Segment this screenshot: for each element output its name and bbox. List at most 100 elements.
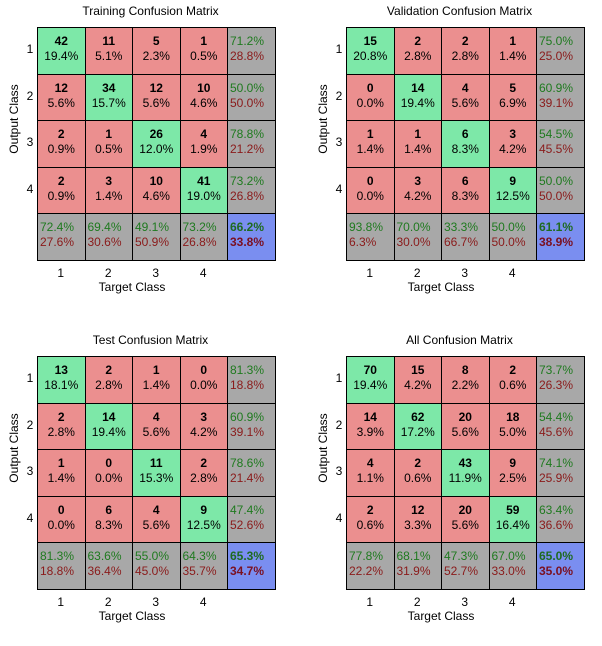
summary-error-percent: 50.0% <box>539 188 574 203</box>
cell-percent: 19.4% <box>91 424 126 439</box>
summary-error-percent: 28.8% <box>230 49 265 63</box>
cell-count: 15 <box>363 34 377 48</box>
x-tick-label: 4 <box>508 265 516 280</box>
matrix-cell: 20 5.6% <box>441 495 490 543</box>
matrix-cell: 12 3.3% <box>393 495 442 543</box>
cell-count: 10 <box>149 173 163 188</box>
matrix-cell: 3 4.2% <box>488 120 537 168</box>
x-tick-label: 2 <box>413 594 421 609</box>
y-tick-label: 1 <box>26 42 34 57</box>
cell-percent: 5.6% <box>142 424 170 439</box>
matrix-cell: 2 0.6% <box>393 449 442 497</box>
cell-count: 42 <box>54 34 68 48</box>
cell-percent: 19.4% <box>353 378 388 392</box>
matrix-cell: 1 0.5% <box>179 27 228 75</box>
cell-count: 14 <box>363 409 377 424</box>
y-tick-label: 1 <box>335 371 343 386</box>
cell-count: 3 <box>509 127 517 141</box>
cell-percent: 1.4% <box>356 142 384 156</box>
overall-accuracy: 61.1% <box>539 220 574 234</box>
cell-percent: 3.9% <box>356 424 384 439</box>
y-tick-label: 2 <box>26 88 34 103</box>
matrix-cell: 1 0.5% <box>84 120 133 168</box>
cell-count: 4 <box>200 127 208 141</box>
cell-percent: 18.1% <box>44 378 79 392</box>
matrix-cell: 10 4.6% <box>179 73 228 121</box>
matrix-cell: 15 4.2% <box>393 356 442 404</box>
x-tick-label: 4 <box>199 265 207 280</box>
matrix-cell: 9 2.5% <box>488 449 537 497</box>
matrix-cell: 2 0.9% <box>37 166 86 214</box>
cell-percent: 0.0% <box>190 378 218 392</box>
cell-count: 0 <box>366 173 374 188</box>
cell-percent: 5.6% <box>451 95 479 110</box>
cell-percent: 0.0% <box>356 95 384 110</box>
summary-error-percent: 22.2% <box>349 564 384 578</box>
cell-count: 1 <box>414 127 422 141</box>
summary-correct-percent: 67.0% <box>491 549 526 563</box>
matrix-title: Training Confusion Matrix <box>82 4 219 18</box>
summary-correct-percent: 47.3% <box>444 549 479 563</box>
cell-percent: 2.2% <box>451 378 479 392</box>
matrix-cell: 10 4.6% <box>132 166 181 214</box>
cell-count: 9 <box>200 502 208 517</box>
summary-correct-percent: 75.0% <box>539 34 574 48</box>
matrix-cell: 0 0.0% <box>346 166 395 214</box>
y-tick-label: 3 <box>335 135 343 150</box>
y-axis-label: Output Class <box>7 84 21 154</box>
matrix-cell: 47.3% 52.7% <box>441 542 490 590</box>
summary-error-percent: 25.9% <box>539 471 574 485</box>
cell-count: 59 <box>506 502 520 517</box>
y-axis-label: Output Class <box>316 413 330 483</box>
cell-count: 4 <box>152 502 160 517</box>
summary-error-percent: 26.8% <box>182 235 217 249</box>
cell-count: 12 <box>54 80 68 95</box>
cell-count: 26 <box>149 127 163 141</box>
cell-count: 9 <box>509 456 517 470</box>
cell-count: 10 <box>197 80 211 95</box>
matrix-cell: 93.8% 6.3% <box>346 213 395 261</box>
cell-count: 34 <box>102 80 116 95</box>
matrix-cell: 6 8.3% <box>84 495 133 543</box>
summary-correct-percent: 73.2% <box>182 220 217 234</box>
x-tick-label: 2 <box>413 265 421 280</box>
x-tick-label: 1 <box>57 594 65 609</box>
summary-correct-percent: 50.0% <box>539 173 574 188</box>
cell-count: 2 <box>105 363 113 377</box>
summary-error-percent: 27.6% <box>40 235 75 249</box>
matrix-cell: 5 6.9% <box>488 73 537 121</box>
cell-percent: 4.6% <box>190 95 218 110</box>
matrix-cell: 14 19.4% <box>84 402 133 450</box>
summary-correct-percent: 47.4% <box>230 502 265 517</box>
y-tick-label: 2 <box>335 88 343 103</box>
summary-correct-percent: 74.1% <box>539 456 574 470</box>
cell-percent: 15.3% <box>139 471 174 485</box>
y-tick-label: 2 <box>26 417 34 432</box>
overall-error: 38.9% <box>539 235 574 249</box>
y-axis-label: Output Class <box>316 84 330 154</box>
cell-percent: 5.0% <box>499 424 527 439</box>
cell-count: 5 <box>509 80 517 95</box>
matrix-cell: 4 5.6% <box>132 402 181 450</box>
matrix-cell: 4 5.6% <box>441 73 490 121</box>
cell-percent: 12.0% <box>139 142 174 156</box>
matrix-cell: 14 19.4% <box>393 73 442 121</box>
summary-correct-percent: 54.4% <box>539 409 574 424</box>
summary-error-percent: 36.6% <box>539 517 574 532</box>
summary-correct-percent: 50.0% <box>230 80 265 95</box>
summary-correct-percent: 55.0% <box>135 549 170 563</box>
summary-error-percent: 39.1% <box>230 424 265 439</box>
x-tick-label: 3 <box>152 265 160 280</box>
cell-percent: 1.4% <box>142 378 170 392</box>
cell-count: 41 <box>197 173 211 188</box>
summary-correct-percent: 72.4% <box>40 220 75 234</box>
cell-count: 5 <box>152 34 160 48</box>
summary-error-percent: 31.9% <box>396 564 431 578</box>
y-tick-label: 4 <box>26 510 34 525</box>
matrix-cell: 0 0.0% <box>84 449 133 497</box>
cell-percent: 0.5% <box>95 142 123 156</box>
matrix-cell: 47.4% 52.6% <box>227 495 276 543</box>
matrix-cell: 65.0% 35.0% <box>536 542 585 590</box>
summary-correct-percent: 93.8% <box>349 220 384 234</box>
cell-percent: 2.8% <box>190 471 218 485</box>
